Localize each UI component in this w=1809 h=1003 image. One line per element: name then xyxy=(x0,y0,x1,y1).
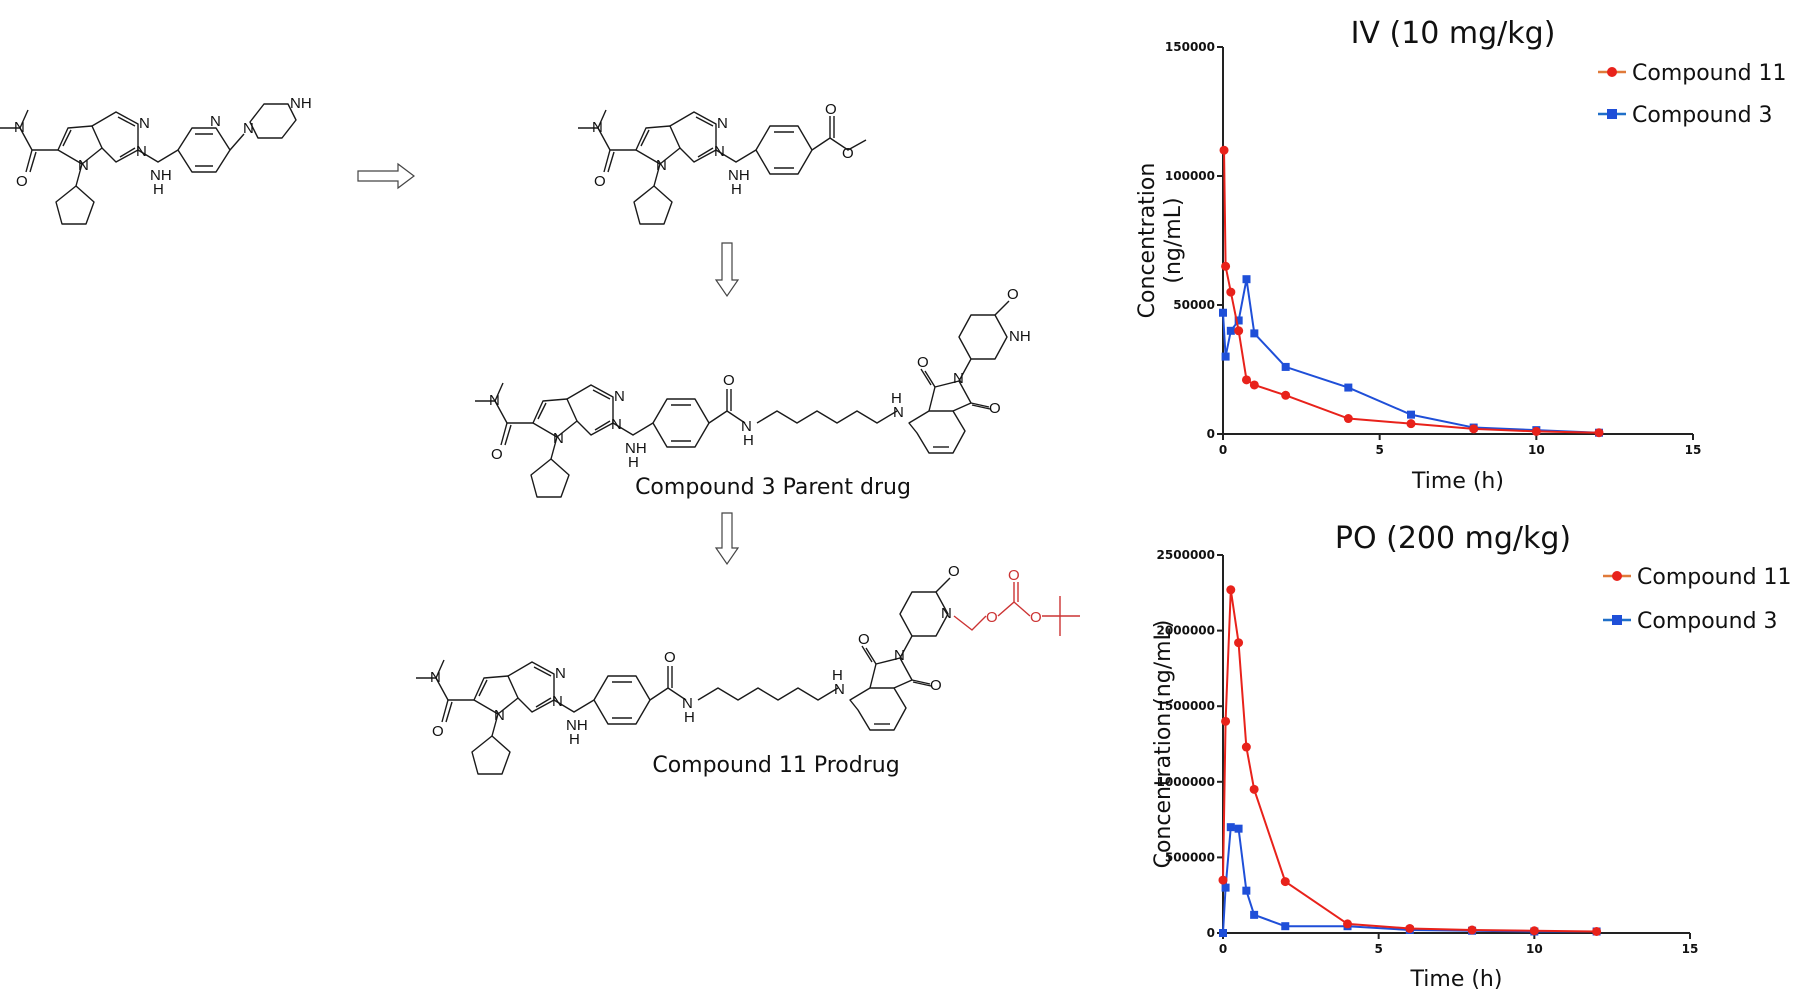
data-point xyxy=(1531,426,1541,436)
data-point xyxy=(1221,261,1231,271)
data-point xyxy=(1469,424,1479,434)
data-point xyxy=(1242,886,1251,895)
compound-11-caption: Compound 11 Prodrug xyxy=(652,753,899,778)
x-tick-label: 0 xyxy=(1219,443,1227,457)
po-chart: PO (200 mg/kg) 0 500000 1000000 1500000 20000… xyxy=(1151,521,1792,992)
x-axis-title: Time (h) xyxy=(1410,967,1503,992)
y-tick-label: 100000 xyxy=(1165,169,1215,183)
y-tick-label: 1500000 xyxy=(1157,699,1215,713)
data-point xyxy=(1226,287,1236,297)
data-point xyxy=(1249,380,1259,390)
chart-title: IV (10 mg/kg) xyxy=(1351,16,1556,51)
svg-text:NH: NH xyxy=(290,95,312,112)
data-point xyxy=(1405,923,1415,933)
y-tick-label: 1000000 xyxy=(1157,775,1215,789)
data-point xyxy=(1221,716,1231,726)
legend-marker xyxy=(1612,615,1622,625)
data-point xyxy=(1234,326,1244,336)
x-tick-label: 15 xyxy=(1682,942,1699,956)
arrow-right-icon xyxy=(357,162,415,190)
x-axis-title: Time (h) xyxy=(1411,469,1504,494)
data-point xyxy=(1226,823,1235,832)
y-tick-label: 2000000 xyxy=(1157,624,1215,638)
data-point xyxy=(1343,919,1353,929)
arrow-down-icon xyxy=(714,512,740,566)
data-point xyxy=(1234,824,1243,833)
data-point xyxy=(1281,362,1290,371)
y-tick-label: 0 xyxy=(1207,926,1215,940)
data-point xyxy=(1219,929,1227,937)
data-point xyxy=(1250,329,1259,338)
data-point xyxy=(1249,784,1259,794)
data-point xyxy=(1281,390,1291,400)
svg-text:O: O xyxy=(1008,567,1020,584)
legend-label: Compound 11 xyxy=(1632,61,1787,86)
series-line-compound-11 xyxy=(1223,150,1600,434)
data-point xyxy=(1226,585,1236,595)
data-point xyxy=(1344,383,1353,392)
x-tick-label: 5 xyxy=(1374,942,1382,956)
iv-chart: IV (10 mg/kg) 0 50000 100000 150000 0 5 10 15 Tim… xyxy=(1135,16,1787,494)
series-line-compound-11 xyxy=(1222,589,1597,933)
y-axis-title: Concentration xyxy=(1135,163,1160,319)
svg-text:N: N xyxy=(210,113,221,130)
data-point xyxy=(1343,414,1353,424)
data-point xyxy=(1242,375,1251,385)
legend-label: Compound 3 xyxy=(1632,103,1773,128)
data-point xyxy=(1226,326,1235,335)
y-axis-title: Concentration (ng/mL) xyxy=(1151,620,1176,869)
compound-11-structure: N O O O xyxy=(415,563,1080,775)
x-tick-label: 10 xyxy=(1526,942,1543,956)
starting-compound: N N NH xyxy=(0,95,312,225)
intermediate-compound: O O xyxy=(577,101,867,225)
data-point xyxy=(1241,742,1251,752)
series-line-compound-3 xyxy=(1222,279,1600,434)
legend-marker xyxy=(1607,67,1617,77)
svg-text:N: N xyxy=(243,120,254,137)
data-point xyxy=(1218,875,1228,885)
legend-marker xyxy=(1607,109,1617,119)
data-point xyxy=(1406,419,1416,429)
arrow-down-icon xyxy=(714,242,740,298)
data-point xyxy=(1221,352,1230,361)
data-point xyxy=(1234,316,1243,325)
svg-text:O: O xyxy=(1030,609,1042,626)
data-point xyxy=(1529,926,1539,936)
data-point xyxy=(1250,910,1259,919)
series-line-compound-3 xyxy=(1222,825,1597,934)
x-tick-label: 0 xyxy=(1219,942,1227,956)
data-point xyxy=(1407,410,1415,419)
svg-text:O: O xyxy=(986,609,998,626)
svg-text:N: N xyxy=(941,605,952,622)
data-point xyxy=(1280,877,1290,887)
y-tick-label: 150000 xyxy=(1165,40,1215,54)
y-axis-title: (ng/mL) xyxy=(1161,197,1186,283)
data-point xyxy=(1219,308,1227,317)
data-point xyxy=(1242,275,1251,284)
chart-title: PO (200 mg/kg) xyxy=(1335,521,1571,556)
data-point xyxy=(1592,926,1602,936)
x-tick-label: 10 xyxy=(1528,443,1545,457)
legend-label: Compound 11 xyxy=(1637,565,1792,590)
data-point xyxy=(1594,428,1604,438)
compound-3-caption: Compound 3 Parent drug xyxy=(635,475,911,500)
y-tick-label: 0 xyxy=(1207,427,1215,441)
x-tick-label: 15 xyxy=(1685,443,1702,457)
legend-marker xyxy=(1612,571,1622,581)
data-point xyxy=(1221,883,1230,892)
data-point xyxy=(1219,145,1229,155)
y-tick-label: 500000 xyxy=(1165,850,1215,864)
y-tick-label: 50000 xyxy=(1173,298,1215,312)
compound-3-structure: NH xyxy=(474,286,1031,498)
chemistry-scheme: N N N O N NH H xyxy=(0,95,1080,778)
svg-text:NH: NH xyxy=(1009,328,1031,345)
data-point xyxy=(1234,638,1244,648)
data-point xyxy=(1281,922,1290,931)
svg-text:O: O xyxy=(842,145,854,162)
legend-label: Compound 3 xyxy=(1637,609,1778,634)
svg-text:O: O xyxy=(825,101,837,118)
y-tick-label: 2500000 xyxy=(1157,548,1215,562)
x-tick-label: 5 xyxy=(1375,443,1383,457)
data-point xyxy=(1467,925,1477,935)
